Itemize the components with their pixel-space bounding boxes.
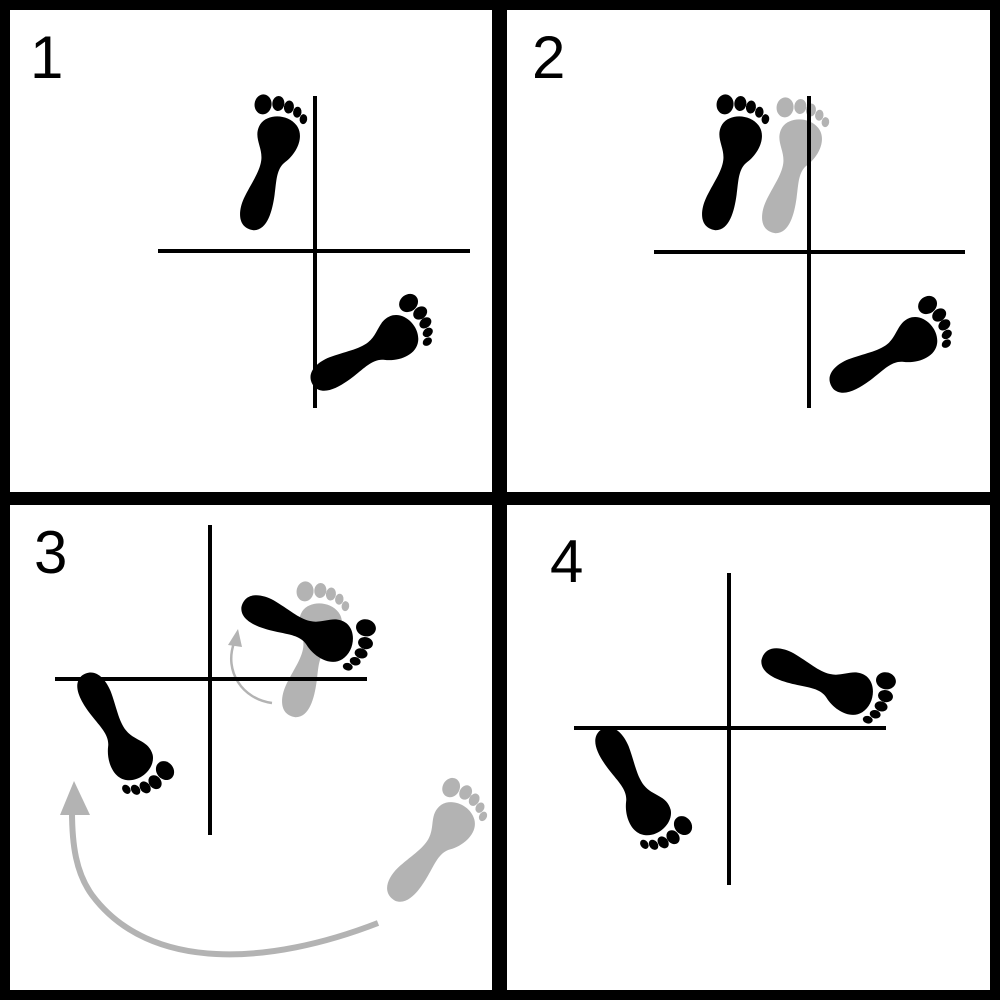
footprint-icon: [569, 721, 697, 863]
step-panel-4: 4: [507, 505, 990, 990]
footprint-icon: [237, 92, 310, 236]
footprint-icon: [752, 644, 899, 728]
step-diagram: [51, 525, 492, 958]
footprint-icon: [380, 774, 492, 920]
step-panel-3: 3: [10, 505, 492, 990]
step-number: 1: [30, 24, 64, 91]
step-number: 3: [34, 519, 68, 586]
curved-arrow-icon: [60, 781, 380, 958]
step-panel-2: 2: [507, 10, 990, 492]
curved-arrow-icon: [228, 629, 273, 705]
step-panel-1: 1: [10, 10, 492, 492]
footprint-icon: [699, 92, 772, 236]
step-number: 2: [532, 24, 566, 91]
footprint-icon: [759, 95, 832, 239]
step-number: 4: [550, 528, 584, 595]
step-diagram: [158, 92, 470, 417]
footprint-icon: [51, 666, 179, 808]
step-diagram: [569, 573, 899, 885]
step-diagram: [654, 92, 965, 419]
footprint-icon: [304, 289, 446, 417]
footprint-icon: [823, 291, 965, 419]
